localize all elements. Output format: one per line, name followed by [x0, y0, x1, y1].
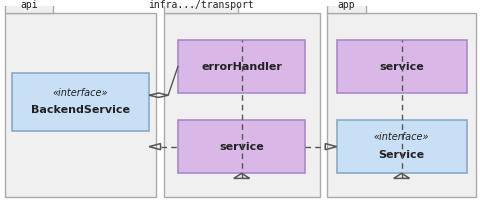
- FancyBboxPatch shape: [326, 13, 475, 197]
- FancyBboxPatch shape: [163, 13, 319, 197]
- FancyBboxPatch shape: [178, 120, 305, 173]
- FancyBboxPatch shape: [326, 0, 365, 13]
- Text: Service: Service: [378, 150, 424, 160]
- FancyBboxPatch shape: [12, 73, 149, 131]
- Text: errorHandler: errorHandler: [201, 62, 282, 72]
- FancyBboxPatch shape: [5, 13, 156, 197]
- FancyBboxPatch shape: [178, 40, 305, 93]
- FancyBboxPatch shape: [336, 120, 466, 173]
- Text: BackendService: BackendService: [31, 105, 130, 115]
- Text: service: service: [219, 142, 264, 152]
- Text: infra.../transport: infra.../transport: [148, 0, 253, 10]
- Text: app: app: [337, 0, 354, 10]
- FancyBboxPatch shape: [163, 0, 238, 13]
- Text: service: service: [378, 62, 423, 72]
- Text: «interface»: «interface»: [373, 132, 429, 142]
- Text: «interface»: «interface»: [53, 88, 108, 98]
- FancyBboxPatch shape: [336, 40, 466, 93]
- FancyBboxPatch shape: [5, 0, 53, 13]
- Text: api: api: [20, 0, 37, 10]
